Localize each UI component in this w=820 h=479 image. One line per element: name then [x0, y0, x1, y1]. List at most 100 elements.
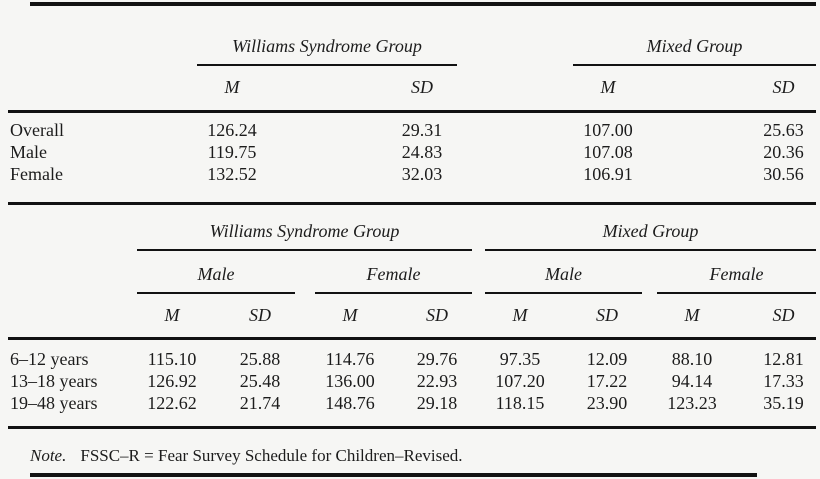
spacer: [207, 338, 225, 370]
sex-header-row: Male Female Male Female: [8, 250, 817, 294]
col-header-sd: SD: [751, 65, 817, 113]
group-header-row: Williams Syndrome Group Mixed Group: [8, 208, 817, 251]
data-cell: 25.63: [763, 119, 804, 140]
spacer: [555, 370, 572, 393]
data-cell: 32.03: [401, 163, 443, 184]
stat-header-row: M SD M SD M SD M SD: [8, 293, 817, 340]
spacer: [295, 293, 315, 340]
spacer: [472, 370, 485, 393]
col-header-m: M: [573, 65, 644, 113]
col-header-sd: SD: [751, 293, 817, 340]
table-row-overall: Overall 126.24 29.31 107.00 25.63: [8, 111, 816, 141]
spacer: [295, 370, 315, 393]
spacer: [457, 111, 573, 141]
data-cell: 107.08: [583, 141, 633, 162]
spacer: [472, 250, 485, 293]
spacer: [555, 293, 573, 340]
spacer: [8, 293, 137, 340]
data-cell: 97.35: [499, 348, 541, 369]
spacer: [207, 293, 225, 340]
table-row-female: Female 132.52 32.03 106.91 30.56: [8, 164, 816, 204]
row-label: Female: [10, 163, 63, 184]
data-cell: 106.91: [583, 163, 633, 184]
data-cell: 21.74: [239, 392, 281, 413]
note-text: FSSC–R = Fear Survey Schedule for Childr…: [80, 446, 463, 465]
data-cell: 35.19: [763, 392, 804, 413]
group-header-mixed: Mixed Group: [573, 6, 817, 66]
data-cell: 20.36: [763, 141, 804, 162]
summary-table: Williams Syndrome Group Mixed Group M SD…: [8, 6, 817, 205]
col-header-m: M: [485, 293, 556, 340]
data-cell: 12.81: [763, 348, 804, 369]
row-label: 6–12 years: [10, 348, 89, 369]
table-bottom-rule: [30, 473, 757, 477]
data-cell: 29.18: [416, 392, 458, 413]
spacer: [385, 293, 402, 340]
spacer: [472, 338, 485, 370]
data-cell: 126.24: [207, 119, 257, 140]
spacer: [385, 393, 402, 428]
table-row-19-48-years: 19–48 years 122.62 21.74 148.76 29.18 11…: [8, 393, 816, 428]
spacer: [267, 164, 387, 204]
spacer: [267, 141, 387, 164]
spacer: [642, 338, 657, 370]
group-header-williams: Williams Syndrome Group: [197, 6, 458, 66]
data-cell: 94.14: [671, 370, 713, 391]
spacer: [472, 393, 485, 428]
spacer: [555, 338, 572, 370]
group-header-williams: Williams Syndrome Group: [137, 208, 473, 251]
data-cell: 122.62: [147, 392, 197, 413]
col-header-m: M: [137, 293, 207, 340]
data-cell: 148.76: [325, 392, 375, 413]
spacer: [207, 393, 225, 428]
spacer: [267, 111, 387, 141]
spacer: [8, 250, 137, 293]
subgroup-header-female: Female: [315, 250, 473, 294]
spacer: [8, 65, 197, 113]
spacer: [385, 370, 402, 393]
table-row-13-18-years: 13–18 years 126.92 25.48 136.00 22.93 10…: [8, 370, 816, 393]
spacer: [643, 65, 752, 113]
data-cell: 107.20: [495, 370, 545, 391]
spacer: [642, 370, 657, 393]
data-cell: 114.76: [325, 348, 375, 369]
col-header-sd: SD: [387, 65, 458, 113]
spacer: [8, 6, 197, 65]
spacer: [472, 293, 486, 340]
row-label: Male: [10, 141, 47, 162]
spacer: [727, 338, 751, 370]
spacer: [643, 111, 751, 141]
data-cell: 88.10: [671, 348, 713, 369]
col-header-m: M: [197, 65, 267, 113]
spacer: [727, 370, 751, 393]
spacer: [295, 250, 315, 293]
spacer: [643, 164, 751, 204]
spacer: [295, 393, 315, 428]
data-cell: 132.52: [207, 163, 257, 184]
data-cell: 126.92: [147, 370, 197, 391]
data-cell: 118.15: [495, 392, 545, 413]
spacer: [457, 6, 573, 65]
data-cell: 136.00: [325, 370, 375, 391]
row-label: 19–48 years: [10, 392, 98, 413]
spacer: [385, 338, 402, 370]
col-header-sd: SD: [402, 293, 473, 340]
data-cell: 24.83: [401, 141, 443, 162]
spacer: [642, 293, 658, 340]
spacer: [267, 65, 387, 113]
spacer: [472, 208, 485, 250]
data-cell: 29.31: [401, 119, 443, 140]
col-header-m: M: [315, 293, 385, 340]
data-cell: 17.22: [586, 370, 628, 391]
group-header-row: Williams Syndrome Group Mixed Group: [8, 6, 817, 66]
data-cell: 30.56: [763, 163, 804, 184]
data-cell: 123.23: [667, 392, 717, 413]
spacer: [727, 293, 752, 340]
subgroup-header-female: Female: [657, 250, 817, 294]
spacer: [457, 65, 574, 113]
group-header-mixed: Mixed Group: [485, 208, 817, 251]
note-label: Note.: [30, 446, 67, 465]
spacer: [555, 393, 572, 428]
subgroup-header-male: Male: [137, 250, 295, 294]
